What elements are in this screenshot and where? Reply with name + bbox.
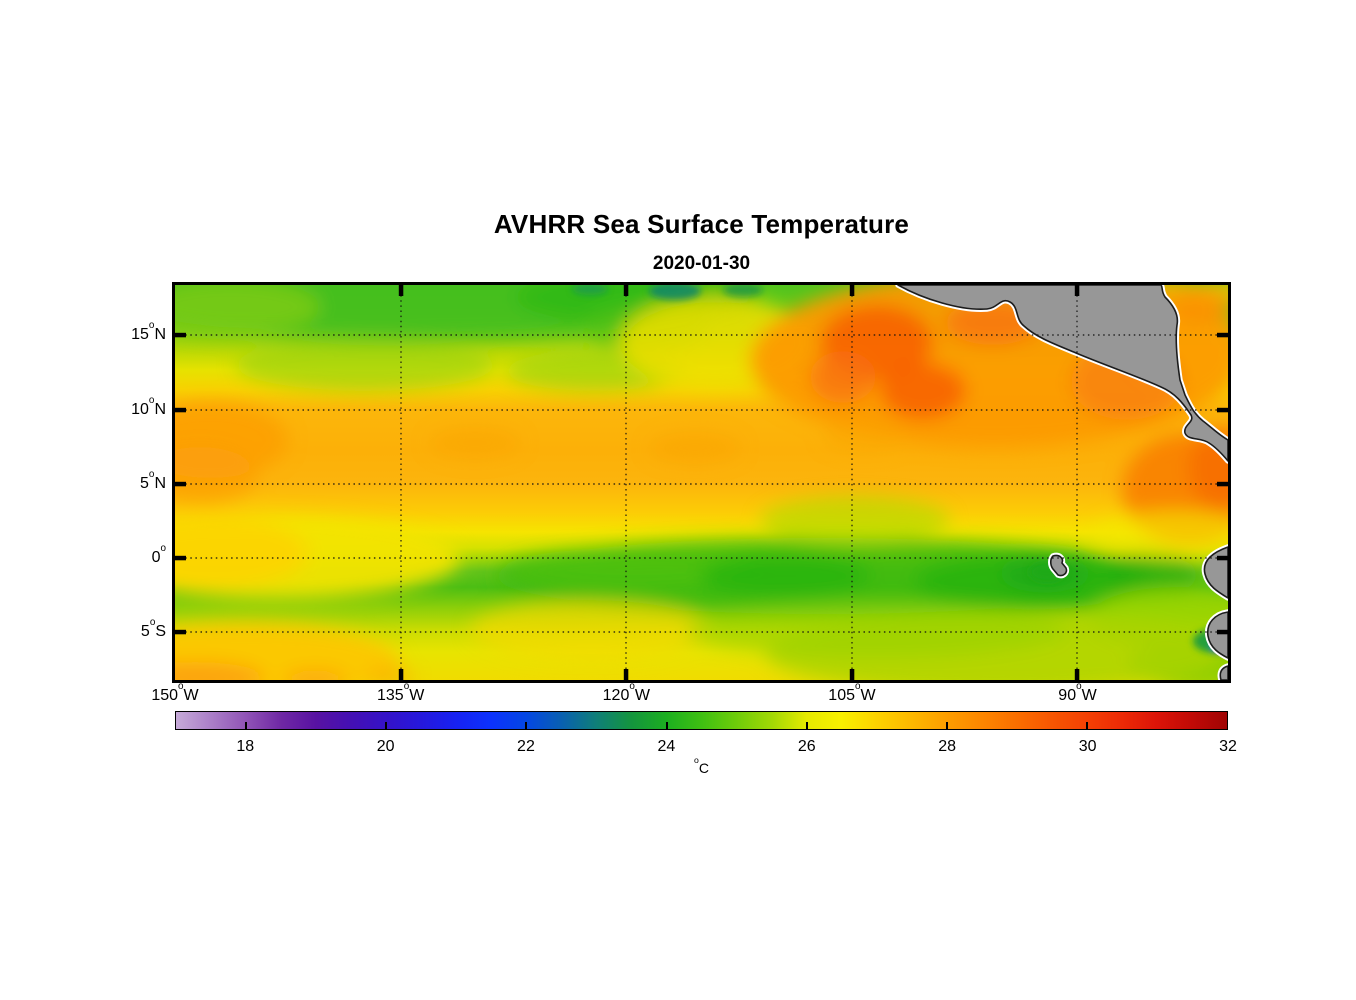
sst-anomaly-blobs <box>175 285 1228 680</box>
lat-tick-label: 0o <box>151 543 166 566</box>
galapagos-islands <box>1048 552 1070 579</box>
lon-tick-label: 105oW <box>828 681 876 704</box>
colorbar-tick-mark <box>525 722 528 729</box>
sst-map <box>175 285 1228 680</box>
lat-tick-label: 15oN <box>131 320 166 343</box>
colorbar-tick-label: 20 <box>376 738 395 755</box>
colorbar-tick-label: 32 <box>1219 738 1237 755</box>
lat-tick-label: 5oN <box>140 469 166 492</box>
lon-tick-label: 150oW <box>151 681 199 704</box>
colorbar-tick-mark <box>385 722 388 729</box>
colorbar-tick-label: 26 <box>797 738 816 755</box>
colorbar-unit: oC <box>694 755 709 776</box>
colorbar-tick-label: 28 <box>938 738 957 755</box>
colorbar-tick-label: 18 <box>236 738 255 755</box>
colorbar-tick-mark <box>1085 722 1088 729</box>
lon-tick-label: 90oW <box>1058 681 1097 704</box>
colorbar-tick-mark <box>245 722 248 729</box>
colorbar-tick-mark <box>945 722 948 729</box>
axis-tick-marks <box>175 285 1228 680</box>
map-frame <box>172 282 1231 683</box>
land-central-america <box>895 285 1228 464</box>
colorbar <box>175 711 1228 730</box>
colorbar-tick-mark <box>805 722 808 729</box>
figure-date: 2020-01-30 <box>652 253 751 274</box>
colorbar-tick-mark <box>665 722 668 729</box>
colorbar-tick-label: 30 <box>1078 738 1097 755</box>
page-title: AVHRR Sea Surface Temperature <box>493 209 910 239</box>
grid-lines <box>175 285 1228 680</box>
colorbar-tick-label: 24 <box>657 738 676 755</box>
lat-tick-label: 10oN <box>131 395 166 419</box>
lon-tick-label: 135oW <box>376 681 425 704</box>
colorbar-tick-label: 22 <box>517 738 535 755</box>
lat-tick-label: 5oS <box>140 617 166 640</box>
lon-tick-label: 120oW <box>602 681 650 704</box>
